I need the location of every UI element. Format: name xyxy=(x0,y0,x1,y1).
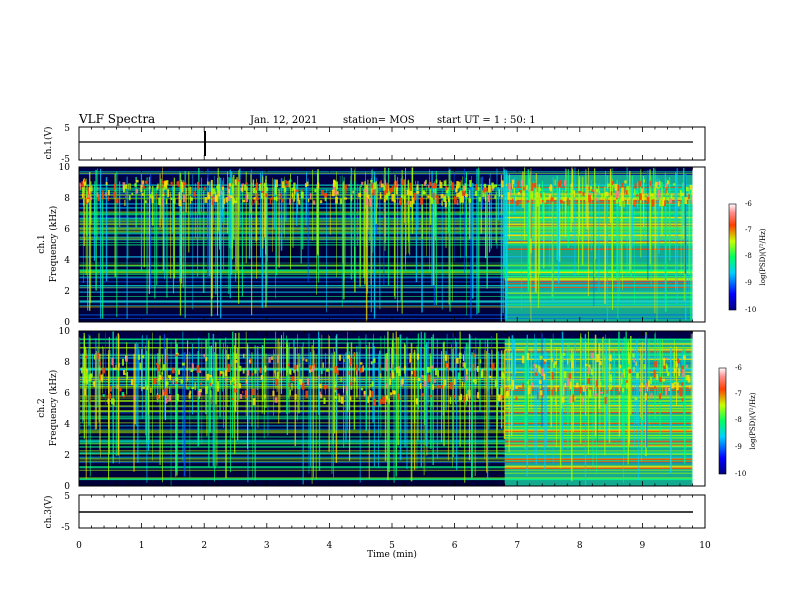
ch2-spec-ytick-4: 4 xyxy=(64,420,70,430)
ch2-spec-yticks: 0 2 4 6 8 10 xyxy=(59,327,71,492)
ch1-spec-ytick-4: 4 xyxy=(64,256,70,266)
ch2-cb-tick-10: -10 xyxy=(735,470,746,478)
ch1-waveform-ylabel: ch.1(V) xyxy=(43,127,54,160)
x-tick-label: 5 xyxy=(389,541,395,551)
ch1-ytick-bottom: -5 xyxy=(61,155,70,165)
ch2-spec-ytick-6: 6 xyxy=(64,389,70,399)
ch1-colorbar: -6 -7 -8 -9 -10 log(PSD)(V²/Hz) xyxy=(728,200,767,314)
ch2-cb-tick-7: -7 xyxy=(735,390,742,398)
station-label: station= MOS xyxy=(343,115,415,126)
ch2-spectrogram-panel: 0 2 4 6 8 10 ch.2 Frequency (kHz) xyxy=(37,327,706,492)
ch1-spec-ytick-10: 10 xyxy=(59,163,71,173)
x-tick-label: 3 xyxy=(264,541,270,551)
ch1-spectrogram-panel: 0 2 4 6 8 10 ch.1 Frequency (kHz) xyxy=(37,163,706,328)
ch1-spec-ytick-0: 0 xyxy=(64,318,70,328)
ch2-cb-tick-8: -8 xyxy=(735,416,742,424)
ch1-cb-tick-7: -7 xyxy=(745,226,752,234)
ch1-spec-ytick-8: 8 xyxy=(64,194,70,204)
x-tick-label: 9 xyxy=(640,541,646,551)
ch1-spec-ylabel-channel: ch.1 xyxy=(37,234,47,253)
ch1-spec-yticks: 0 2 4 6 8 10 xyxy=(59,163,71,328)
ch1-spec-ytick-2: 2 xyxy=(64,287,70,297)
ch2-colorbar: -6 -7 -8 -9 -10 log(PSD)(V²/Hz) xyxy=(718,364,757,478)
x-tick-label: 7 xyxy=(514,541,520,551)
ch2-spec-ytick-2: 2 xyxy=(64,451,70,461)
x-axis-tick-labels: 0 1 2 3 4 5 6 7 8 9 10 xyxy=(76,541,711,551)
x-tick-label: 10 xyxy=(699,541,711,551)
ch1-cb-tick-6: -6 xyxy=(745,200,752,208)
x-tick-label: 4 xyxy=(327,541,333,551)
ch3-waveform-panel: 5 -5 ch.3(V) xyxy=(43,492,706,533)
x-tick-label: 0 xyxy=(76,541,82,551)
date-label: Jan. 12, 2021 xyxy=(249,115,317,126)
ch2-spec-ylabel-channel: ch.2 xyxy=(37,398,47,417)
figure-title: VLF Spectra xyxy=(78,112,155,126)
ch1-cb-tick-8: -8 xyxy=(745,252,752,260)
x-tick-label: 6 xyxy=(452,541,458,551)
x-tick-label: 8 xyxy=(577,541,583,551)
ch2-spec-ylabel-freq: Frequency (kHz) xyxy=(48,370,59,447)
start-ut-label: start UT = 1 : 50: 1 xyxy=(437,115,536,126)
ch3-ytick-top: 5 xyxy=(64,492,70,502)
x-axis-ticks xyxy=(78,127,706,528)
ch2-spec-ytick-10: 10 xyxy=(59,327,71,337)
ch2-spec-ytick-8: 8 xyxy=(64,358,70,368)
ch2-cb-tick-6: -6 xyxy=(735,364,742,372)
ch3-waveform-ylabel: ch.3(V) xyxy=(43,496,54,529)
x-tick-label: 2 xyxy=(201,541,207,551)
x-tick-label: 1 xyxy=(139,541,145,551)
ch1-colorbar-label: log(PSD)(V²/Hz) xyxy=(759,228,767,285)
ch1-waveform-panel: 5 -5 ch.1(V) xyxy=(43,124,706,165)
ch1-spec-ytick-6: 6 xyxy=(64,225,70,235)
ch2-colorbar-label: log(PSD)(V²/Hz) xyxy=(749,392,757,449)
ch1-ytick-top: 5 xyxy=(64,124,70,134)
ch1-cb-tick-10: -10 xyxy=(745,306,756,314)
ch1-cb-tick-9: -9 xyxy=(745,279,752,287)
ch2-cb-tick-9: -9 xyxy=(735,443,742,451)
x-axis-label: Time (min) xyxy=(367,549,417,560)
ch1-spec-ylabel-freq: Frequency (kHz) xyxy=(48,206,59,283)
ch3-ytick-bottom: -5 xyxy=(61,523,70,533)
ch2-spec-ytick-0: 0 xyxy=(64,482,70,492)
